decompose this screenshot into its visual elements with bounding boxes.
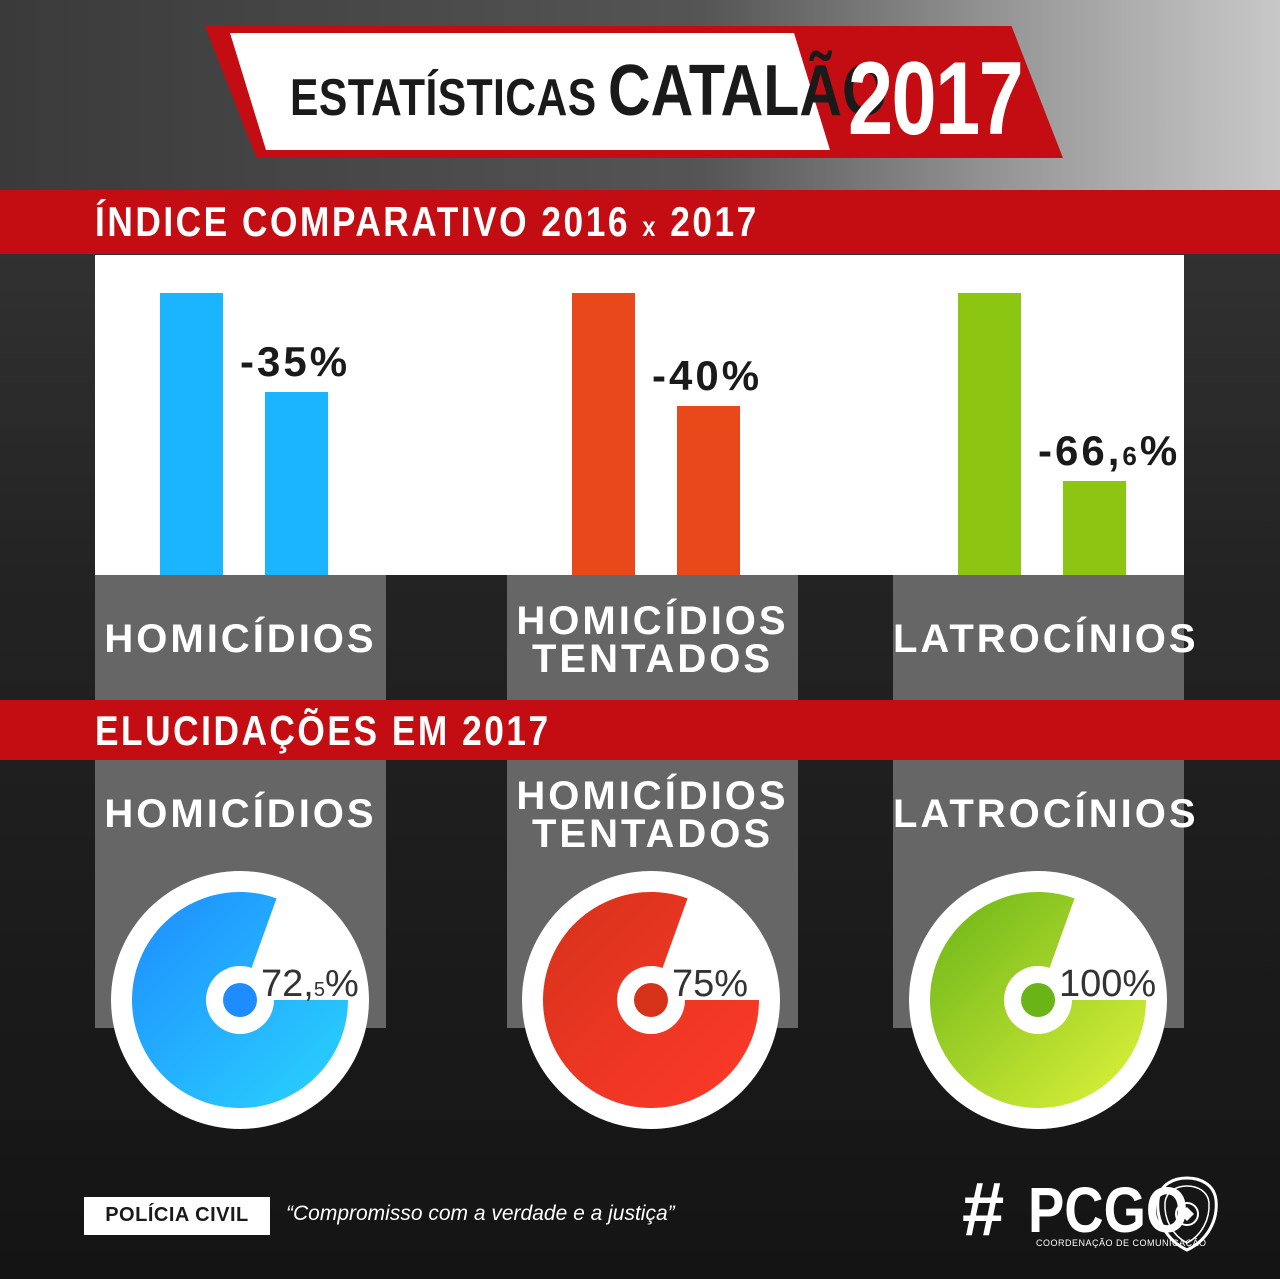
pie-svg xyxy=(543,892,759,1108)
pie-value-label: 72,5% xyxy=(261,963,359,1006)
heading-main: ÍNDICE COMPARATIVO 2016 xyxy=(95,198,643,245)
title-city: CATALÃO xyxy=(608,51,888,131)
change-main: -66, xyxy=(1038,426,1123,474)
bar-2016 xyxy=(958,293,1021,575)
pie-value-decimal: 5 xyxy=(313,979,325,1001)
category-label: HOMICÍDIOS xyxy=(516,774,789,818)
category-label: TENTADOS xyxy=(531,637,774,681)
change-label: -35% xyxy=(240,338,350,386)
category-label: HOMICÍDIOS xyxy=(516,599,789,643)
page-title: ESTATÍSTICAS CATALÃO xyxy=(290,50,888,131)
change-decimal: 6 xyxy=(1122,440,1140,471)
section-elucidacoes-band: ELUCIDAÇÕES EM 2017 xyxy=(0,700,1280,760)
category-label: LATROCÍNIOS xyxy=(893,792,1199,836)
category-label: TENTADOS xyxy=(531,812,774,856)
police-badge-icon xyxy=(1156,1176,1218,1252)
pie-center-dot xyxy=(223,983,257,1017)
heading-end: 2017 xyxy=(657,198,759,245)
pie-svg xyxy=(132,892,348,1108)
logo-subtitle: COORDENAÇÃO DE COMUNICAÇÃO xyxy=(1036,1238,1207,1248)
change-main: -40 xyxy=(652,351,722,399)
section-comparativo-heading: ÍNDICE COMPARATIVO 2016 x 2017 xyxy=(95,198,759,246)
title-plate xyxy=(230,33,830,150)
footer-badge-text: POLÍCIA CIVIL xyxy=(105,1204,249,1226)
footer-badge: POLÍCIA CIVIL xyxy=(84,1197,270,1235)
bar-2017 xyxy=(1063,480,1126,575)
category-label-box: LATROCÍNIOS xyxy=(893,575,1199,700)
change-suffix: % xyxy=(1139,426,1181,474)
pie-value-main: 72, xyxy=(261,963,314,1005)
logo-hash: # xyxy=(962,1167,1005,1252)
change-label: -66,6% xyxy=(1038,427,1180,475)
bar-2016 xyxy=(160,293,223,575)
category-label-box: HOMICÍDIOS TENTADOS xyxy=(507,575,798,700)
bar-2016 xyxy=(572,293,635,575)
pie-value-label: 100% xyxy=(1059,963,1156,1006)
pie-circle: 72,5% xyxy=(111,871,369,1129)
pie-circle: 100% xyxy=(909,871,1167,1129)
footer-motto: “Compromisso com a verdade e a justiça” xyxy=(286,1202,675,1225)
category-label: HOMICÍDIOS xyxy=(104,792,377,836)
change-label: -40% xyxy=(652,352,762,400)
pie-value-suffix: % xyxy=(324,963,359,1005)
title-year: 2017 xyxy=(848,41,1024,157)
pie-circle: 75% xyxy=(522,871,780,1129)
category-label: LATROCÍNIOS xyxy=(893,617,1199,661)
change-main: -35 xyxy=(240,337,310,385)
change-suffix: % xyxy=(309,337,351,385)
category-label-box: HOMICÍDIOS xyxy=(95,575,386,700)
heading-x: x xyxy=(642,211,658,242)
section-elucidacoes-heading: ELUCIDAÇÕES EM 2017 xyxy=(95,707,551,754)
pie-value-main: 100% xyxy=(1059,963,1157,1005)
bar-2017 xyxy=(265,391,328,575)
bar-2017 xyxy=(677,405,740,575)
title-prefix: ESTATÍSTICAS xyxy=(290,69,597,127)
pie-center-dot xyxy=(1021,983,1055,1017)
pie-svg xyxy=(930,892,1146,1108)
change-suffix: % xyxy=(721,351,763,399)
pie-value-main: 75% xyxy=(672,963,749,1005)
pie-center-dot xyxy=(634,983,668,1017)
section-comparativo-band: ÍNDICE COMPARATIVO 2016 x 2017 xyxy=(0,190,1280,254)
category-label: HOMICÍDIOS xyxy=(104,617,377,661)
pie-value-label: 75% xyxy=(672,963,748,1006)
